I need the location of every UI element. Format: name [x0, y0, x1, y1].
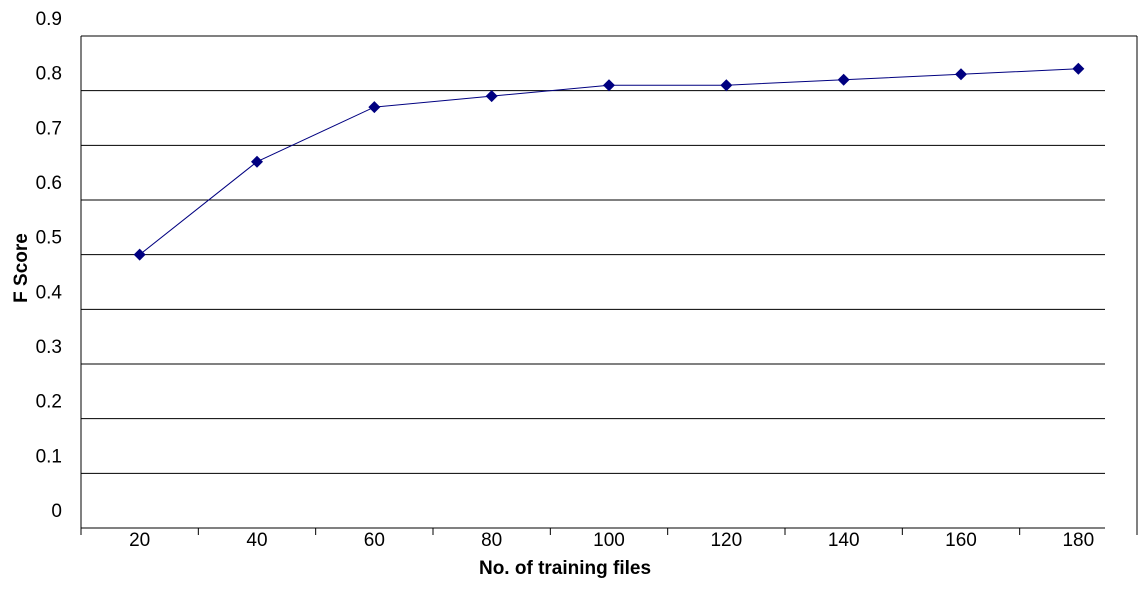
- x-tick-label: 20: [129, 530, 150, 551]
- data-point: [603, 79, 615, 92]
- y-tick-label: 0.7: [36, 118, 62, 139]
- data-point: [368, 101, 381, 114]
- data-point: [837, 73, 850, 86]
- y-tick-label: 0.9: [36, 9, 62, 30]
- y-tick-label: 0.6: [36, 173, 62, 194]
- x-tick-label: 120: [710, 530, 742, 551]
- y-axis-title: F Score: [11, 233, 32, 303]
- x-tick-label: 160: [945, 530, 977, 551]
- y-tick-label: 0.8: [36, 64, 62, 85]
- y-tick-label: 0.1: [36, 446, 62, 467]
- y-tick-label: 0: [51, 501, 62, 522]
- data-point: [251, 155, 263, 168]
- data-point: [485, 90, 498, 103]
- y-tick-label: 0.3: [36, 337, 62, 358]
- x-tick-label: 60: [364, 530, 385, 551]
- data-point: [955, 68, 967, 81]
- y-tick-label: 0.2: [36, 392, 62, 413]
- x-tick-label: 40: [246, 530, 267, 551]
- x-tick-label: 80: [481, 530, 502, 551]
- x-tick-label: 140: [828, 530, 860, 551]
- x-axis-title: No. of training files: [479, 558, 651, 579]
- x-tick-label: 180: [1062, 530, 1094, 551]
- y-tick-label: 0.4: [36, 282, 63, 303]
- data-point: [133, 248, 146, 261]
- data-point: [720, 79, 733, 92]
- x-tick-label: 100: [593, 530, 625, 551]
- data-point: [1072, 62, 1085, 75]
- y-tick-label: 0.5: [36, 228, 62, 249]
